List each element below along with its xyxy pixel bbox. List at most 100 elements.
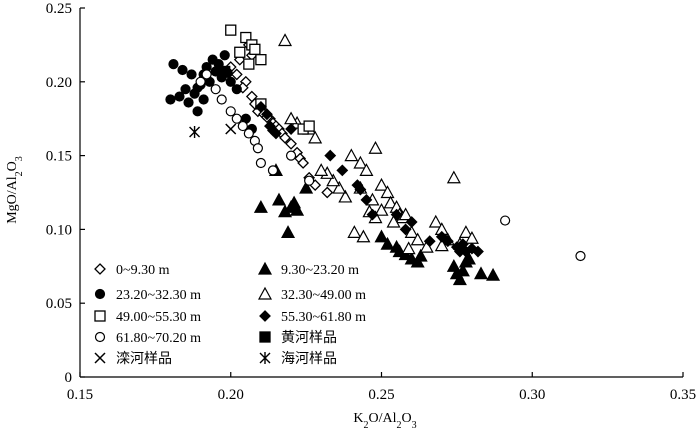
legend-label: 9.30~23.20 m: [281, 263, 359, 278]
circle-open-point: [500, 215, 511, 226]
triangle-filled-point: [452, 272, 467, 286]
triangle-filled-point: [380, 236, 395, 250]
series-group: [165, 50, 257, 135]
y-tick-label: 0.15: [46, 149, 72, 165]
asterisk-point: [189, 125, 201, 138]
diamond-open-point: [321, 186, 334, 199]
circle-filled-point: [186, 69, 197, 80]
legend-label: 61.80~70.20 m: [116, 331, 201, 346]
triangle-filled-point: [461, 251, 476, 265]
triangle-open-point: [326, 173, 341, 187]
legend-label: 海河样品: [281, 351, 337, 367]
square-open-point: [255, 54, 267, 66]
triangle-open-point: [458, 225, 473, 238]
data-points: [165, 24, 586, 286]
circle-filled-point: [231, 84, 242, 95]
legend-label: 黄河样品: [281, 329, 337, 346]
square-open-point: [240, 31, 252, 44]
legend-marker-cross: [94, 352, 106, 364]
legend-label: 0~9.30 m: [116, 263, 170, 278]
triangle-open-point: [368, 140, 383, 154]
circle-open-point: [255, 157, 266, 169]
diamond-filled-point: [441, 235, 454, 248]
circle-open-point: [210, 84, 221, 95]
circle-filled-point: [165, 94, 176, 105]
triangle-open-point: [380, 185, 395, 199]
triangle-open-point: [338, 189, 353, 203]
circle-open-point: [252, 143, 263, 154]
y-tick-label: 0.25: [46, 1, 72, 17]
series-group: [254, 100, 484, 258]
triangle-filled-point: [473, 266, 489, 280]
legend-marker-circle-filled: [94, 288, 106, 300]
diamond-filled-point: [336, 164, 349, 177]
legend-label: 55.30~61.80 m: [281, 310, 366, 325]
triangle-filled-point: [413, 248, 428, 262]
x-axis-title: K2O/Al2O3: [353, 411, 416, 431]
circle-open-point: [575, 250, 586, 262]
triangle-filled-point: [455, 263, 470, 277]
circle-open-point: [304, 175, 315, 186]
diamond-open-point: [285, 137, 297, 150]
triangle-open-point: [386, 214, 401, 228]
circle-filled-point: [174, 91, 185, 102]
triangle-open-point: [410, 232, 425, 246]
triangle-filled-point: [290, 202, 305, 216]
legend-label: 49.00~55.30 m: [116, 310, 201, 325]
circle-open-point: [195, 76, 206, 87]
circle-filled-point: [225, 76, 236, 87]
y-axis-title: MgO/Al2O3: [5, 156, 25, 224]
triangle-open-point: [344, 148, 359, 162]
triangle-open-point: [401, 241, 416, 255]
square-open-point: [243, 58, 255, 70]
triangle-open-point: [314, 163, 329, 176]
series-group: [225, 123, 237, 135]
y-tick-label: 0.05: [46, 296, 72, 312]
diamond-filled-point: [270, 127, 282, 140]
circle-open-point: [243, 128, 254, 139]
legend-label: 滦河样品: [116, 351, 172, 367]
x-tick-label: 0.20: [218, 387, 244, 403]
diamond-filled-point: [360, 193, 373, 206]
y-tick-label: 0.20: [46, 75, 72, 91]
triangle-open-point: [353, 155, 368, 169]
x-tick-label: 0.15: [67, 387, 93, 403]
legend-label: 32.30~49.00 m: [281, 288, 366, 303]
circle-filled-point: [168, 58, 179, 70]
triangle-filled-point: [281, 225, 296, 238]
diamond-open-point: [279, 131, 291, 144]
x-tick-label: 0.35: [670, 387, 696, 403]
square-open-point: [249, 43, 261, 55]
y-tick-label: 0.10: [46, 222, 72, 238]
diamond-filled-point: [285, 123, 297, 135]
series-group: [195, 69, 586, 262]
triangle-filled-point: [374, 229, 389, 243]
legend-marker-square-open: [94, 310, 106, 322]
diamond-filled-point: [254, 100, 267, 113]
triangle-open-point: [383, 195, 398, 209]
legend: 0~9.30 m 23.20~32.30 m 49.00~55.30 m 61.80~…: [94, 261, 366, 367]
legend-marker-triangle-open: [257, 286, 273, 300]
triangle-open-point: [398, 207, 413, 221]
circle-open-point: [201, 69, 212, 80]
x-tick-label: 0.30: [519, 387, 545, 403]
circle-open-point: [285, 150, 297, 161]
square-open-point: [225, 24, 237, 36]
circle-open-point: [216, 94, 227, 105]
circle-open-point: [225, 106, 236, 117]
diamond-open-point: [297, 157, 310, 169]
series-group: [278, 33, 479, 255]
axes: 0.15 0.20 0.25 0.30 0.35 0 0.05 0.10 0.15 0.20 0.2…: [46, 1, 696, 403]
y-tick-label: 0: [65, 370, 73, 386]
diamond-filled-point: [399, 223, 412, 236]
circle-filled-point: [177, 64, 188, 76]
circle-filled-point: [219, 50, 230, 61]
circle-filled-point: [180, 84, 191, 95]
triangle-open-point: [278, 33, 293, 47]
legend-marker-diamond-filled: [259, 310, 271, 322]
triangle-filled-point: [299, 180, 314, 194]
square-open-point: [234, 46, 246, 58]
circle-filled-point: [192, 106, 203, 117]
diamond-filled-point: [472, 245, 484, 258]
diamond-filled-point: [423, 235, 436, 248]
